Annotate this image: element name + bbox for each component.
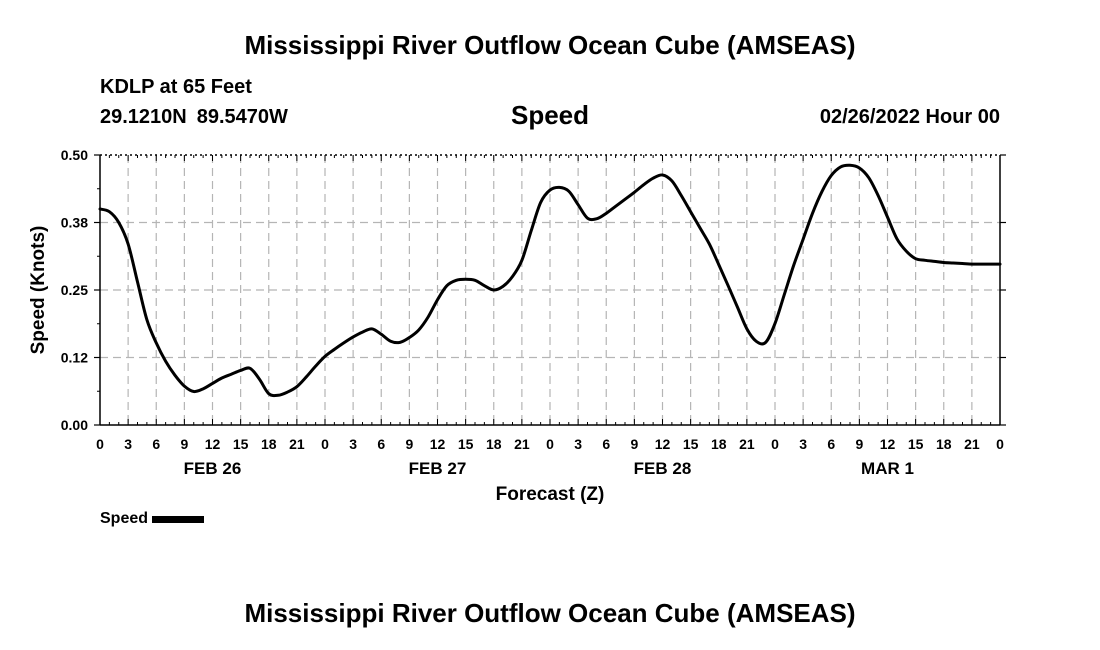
x-tick-label: 9 <box>630 436 638 452</box>
x-tick-label: 21 <box>739 436 755 452</box>
forecast-datetime: 02/26/2022 Hour 00 <box>819 106 1000 128</box>
chart-title: Mississippi River Outflow Ocean Cube (AM… <box>244 30 856 60</box>
x-tick-label: 0 <box>321 436 329 452</box>
y-tick-label: 0.25 <box>61 282 88 298</box>
y-tick-label: 0.50 <box>61 147 88 163</box>
x-tick-label: 0 <box>546 436 554 452</box>
x-tick-label: 6 <box>377 436 385 452</box>
x-tick-label: 18 <box>486 436 502 452</box>
x-tick-label: 21 <box>514 436 530 452</box>
footer-title: Mississippi River Outflow Ocean Cube (AM… <box>244 598 856 628</box>
x-tick-label: 3 <box>124 436 132 452</box>
legend: Speed <box>100 510 205 528</box>
day-label: FEB 28 <box>634 459 692 478</box>
x-tick-label: 9 <box>855 436 863 452</box>
x-tick-label: 3 <box>349 436 357 452</box>
x-tick-label: 0 <box>996 436 1004 452</box>
x-tick-label: 6 <box>152 436 160 452</box>
legend-label: Speed <box>100 510 149 527</box>
speed-series-line <box>98 163 1002 398</box>
x-tick-label: 12 <box>880 436 896 452</box>
day-label: FEB 27 <box>409 459 467 478</box>
x-tick-label: 6 <box>602 436 610 452</box>
x-tick-label: 21 <box>964 436 980 452</box>
x-tick-label: 3 <box>799 436 807 452</box>
coordinates: 29.1210N 89.5470W <box>100 106 298 129</box>
x-tick-label: 12 <box>205 436 221 452</box>
x-tick-label: 15 <box>458 436 474 452</box>
x-tick-label: 15 <box>908 436 924 452</box>
longitude: 89.5470W <box>196 106 288 128</box>
x-tick-label: 3 <box>574 436 582 452</box>
x-tick-label: 18 <box>711 436 727 452</box>
x-tick-label: 0 <box>96 436 104 452</box>
day-label: FEB 26 <box>184 459 242 478</box>
x-tick-label: 9 <box>180 436 188 452</box>
variable-title: Speed <box>510 100 590 130</box>
x-tick-label: 12 <box>655 436 671 452</box>
x-tick-label: 0 <box>771 436 779 452</box>
x-tick-label: 12 <box>430 436 446 452</box>
day-label: MAR 1 <box>861 459 914 478</box>
x-tick-label: 15 <box>233 436 249 452</box>
x-tick-label: 21 <box>289 436 305 452</box>
station-label: KDLP at 65 Feet <box>100 76 252 98</box>
legend-swatch <box>152 515 205 523</box>
x-tick-label: 6 <box>827 436 835 452</box>
x-tick-label: 9 <box>405 436 413 452</box>
y-tick-label: 0.00 <box>61 417 88 433</box>
y-axis-label: Speed (Knots) <box>28 226 49 355</box>
y-tick-label: 0.12 <box>61 350 88 366</box>
x-tick-label: 15 <box>683 436 699 452</box>
y-tick-label: 0.38 <box>61 215 88 231</box>
x-axis-label: Forecast (Z) <box>496 484 605 505</box>
latitude: 29.1210N <box>100 106 187 128</box>
x-tick-label: 18 <box>936 436 952 452</box>
x-tick-label: 18 <box>261 436 277 452</box>
